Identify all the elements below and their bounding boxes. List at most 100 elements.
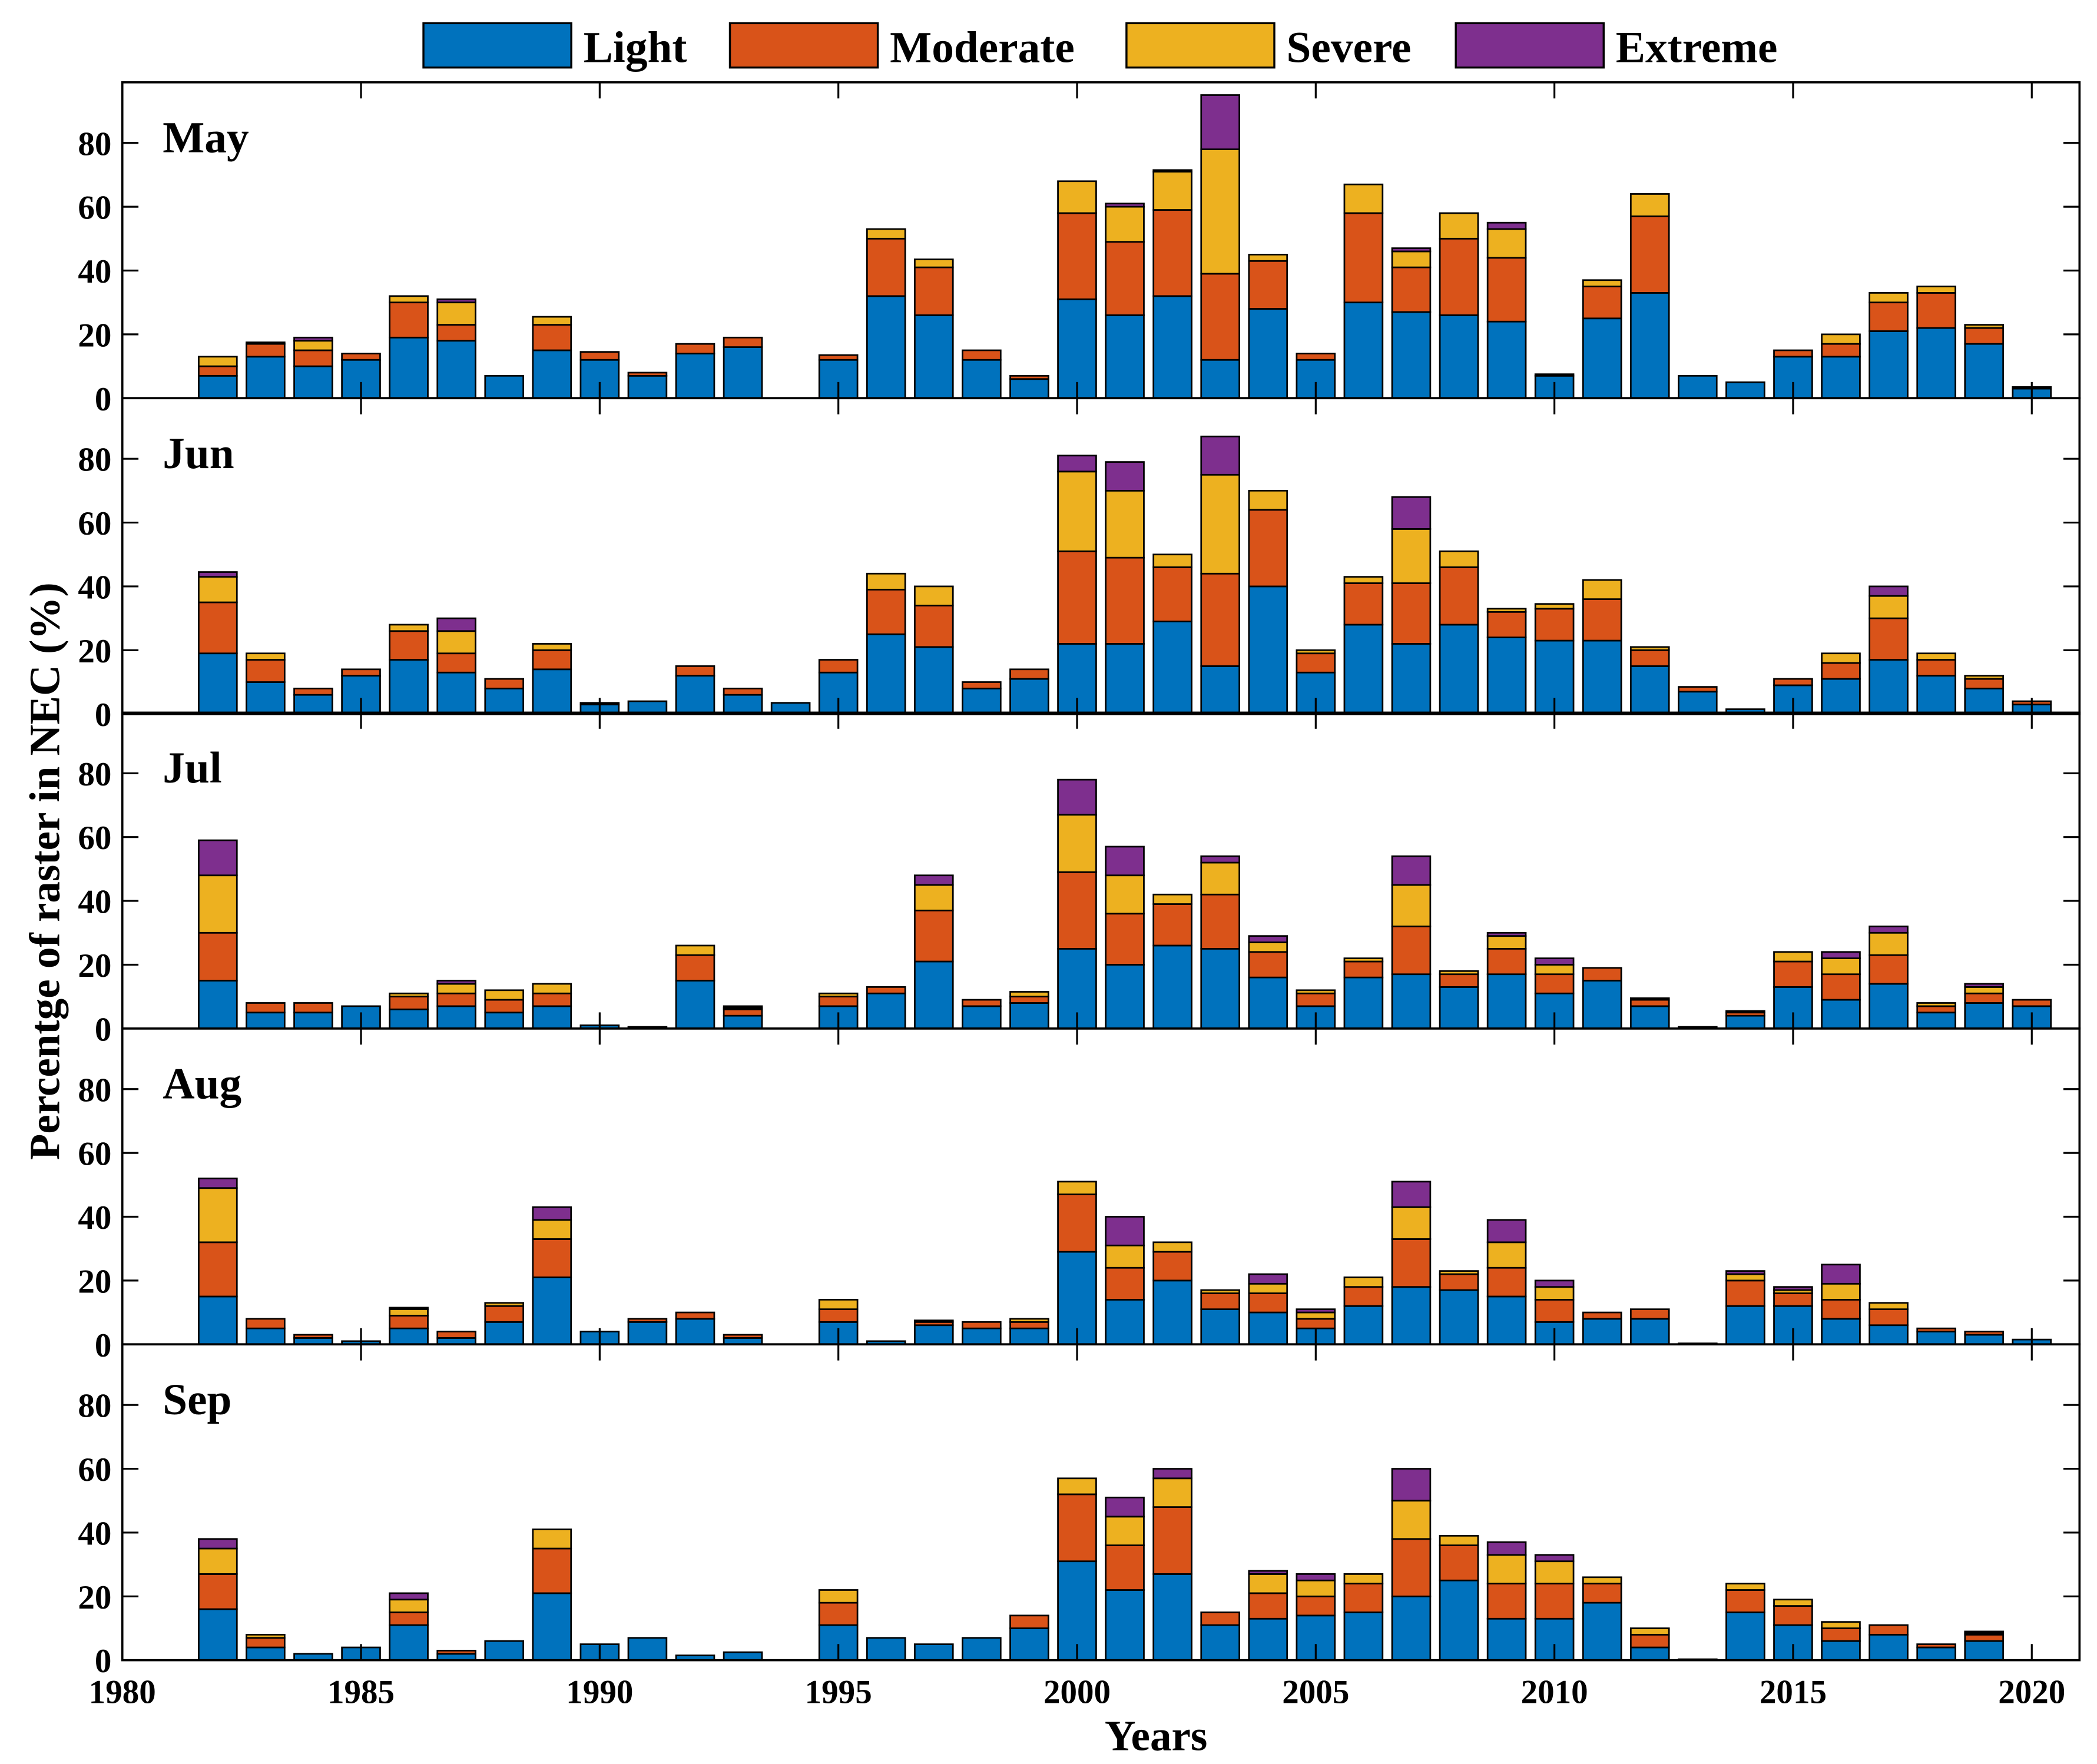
bar-jul-2004-extreme	[1248, 935, 1288, 943]
legend-swatch-severe	[1125, 22, 1276, 69]
bar-may-2002-light	[1152, 295, 1192, 399]
bar-jul-2007-light	[1391, 973, 1432, 1030]
bar-jul-2009-moderate	[1486, 947, 1527, 976]
bar-may-1989-light	[532, 349, 572, 399]
bar-jun-2016-severe	[1821, 652, 1861, 664]
bar-jun-1986-moderate	[389, 630, 429, 661]
bar-may-1995-moderate	[818, 354, 859, 361]
bar-may-1999-light	[1009, 378, 1049, 399]
bar-jul-1987-light	[436, 1005, 476, 1030]
bar-jul-2007-extreme	[1391, 855, 1432, 886]
bar-may-1999-moderate	[1009, 374, 1049, 380]
panel-sep: 0 20 40 60 80 1980 1985 1990 1995 2000 2005 2010 201…	[78, 1343, 2081, 1711]
bar-jun-1982-moderate	[198, 601, 238, 655]
bar-aug-1989-extreme	[532, 1206, 572, 1221]
bar-aug-2001-light	[1105, 1299, 1145, 1345]
bar-sep-2005-light	[1296, 1614, 1336, 1662]
bar-jun-2017-severe	[1869, 595, 1909, 619]
bar-jun-2016-moderate	[1821, 662, 1861, 680]
bar-sep-2007-severe	[1391, 1500, 1432, 1540]
bar-may-2009-extreme	[1486, 221, 1527, 230]
bar-jul-2019-moderate	[1964, 992, 2004, 1004]
bar-sep-1982-light	[198, 1608, 238, 1662]
bar-jun-1996-moderate	[866, 588, 906, 635]
bar-sep-2001-light	[1105, 1589, 1145, 1662]
axes-box	[121, 1343, 2081, 1662]
bar-sep-2010-extreme	[1534, 1554, 1575, 1563]
bar-aug-1991-moderate	[627, 1318, 668, 1323]
bar-jun-1986-light	[389, 659, 429, 715]
bar-jun-2009-light	[1486, 636, 1527, 715]
bar-aug-2014-moderate	[1725, 1279, 1765, 1307]
bar-sep-2002-severe	[1152, 1477, 1192, 1508]
y-axis-label: Percentge of raster in NEC (%)	[21, 582, 68, 1160]
bar-jul-1995-severe	[818, 992, 859, 997]
bar-aug-2004-extreme	[1248, 1273, 1288, 1285]
bar-may-2001-extreme	[1105, 203, 1145, 208]
bar-may-2008-severe	[1439, 212, 1479, 240]
bar-jun-1992-light	[675, 675, 715, 715]
panel-may: 0 20 40 60 80 May	[78, 81, 2081, 418]
bar-jun-2019-moderate	[1964, 678, 2004, 689]
panel-jun: 0 20 40 60 80 Jun	[78, 397, 2081, 734]
bar-aug-2003-severe	[1200, 1289, 1240, 1294]
bar-jun-2008-moderate	[1439, 566, 1479, 626]
bar-jun-2015-moderate	[1773, 678, 1813, 687]
bar-may-1985-moderate	[341, 353, 381, 361]
legend-label-moderate: Moderate	[890, 24, 1075, 72]
bar-sep-1995-severe	[818, 1589, 859, 1604]
bar-jul-2017-extreme	[1869, 926, 1909, 934]
bar-sep-2019-extreme	[1964, 1630, 2004, 1634]
legend-label-severe: Severe	[1287, 24, 1412, 72]
bar-sep-2012-moderate	[1629, 1633, 1670, 1649]
bar-aug-1983-light	[246, 1327, 286, 1345]
legend-label-extreme: Extreme	[1616, 24, 1778, 72]
bar-aug-1982-moderate	[198, 1241, 238, 1298]
bar-jul-2005-severe	[1296, 989, 1336, 994]
bar-jul-1997-moderate	[914, 909, 954, 963]
bar-jul-2010-severe	[1534, 964, 1575, 976]
bar-aug-1983-moderate	[246, 1318, 286, 1329]
bar-jun-1983-moderate	[246, 659, 286, 683]
bar-aug-2000-moderate	[1057, 1193, 1097, 1253]
bar-jul-2016-severe	[1821, 957, 1861, 976]
bar-sep-1986-severe	[389, 1599, 429, 1613]
bar-jun-1986-severe	[389, 624, 429, 632]
bar-jun-2001-extreme	[1105, 461, 1145, 492]
bar-aug-1987-moderate	[436, 1331, 476, 1339]
bar-jun-2000-moderate	[1057, 550, 1097, 645]
panels: 0 20 40 60 80 May 0 20 40 60 80 Jun 0 20 40 60 80 Jul 0 20 4…	[78, 81, 2081, 1711]
bar-jul-1987-moderate	[436, 992, 476, 1007]
y-tick-label: 0	[95, 1643, 112, 1680]
bar-jul-2010-extreme	[1534, 957, 1575, 966]
bar-aug-2003-moderate	[1200, 1292, 1240, 1311]
x-tick-label: 2015	[1760, 1674, 1827, 1711]
bar-may-2001-severe	[1105, 205, 1145, 243]
panel-month-label: May	[163, 113, 249, 162]
bar-may-2012-severe	[1629, 193, 1670, 217]
bar-aug-2003-light	[1200, 1308, 1240, 1345]
bar-may-2014-light	[1725, 381, 1765, 399]
bar-jun-1982-extreme	[198, 571, 238, 578]
bar-jun-2011-moderate	[1582, 598, 1622, 642]
bar-jul-1982-moderate	[198, 931, 238, 982]
bar-sep-2016-light	[1821, 1640, 1861, 1662]
bar-may-2006-severe	[1343, 183, 1384, 214]
bar-may-2017-severe	[1869, 292, 1909, 304]
bar-jun-2017-moderate	[1869, 617, 1909, 661]
bar-jul-2004-light	[1248, 976, 1288, 1030]
y-tick-label: 40	[78, 253, 111, 290]
bar-may-2008-moderate	[1439, 237, 1479, 316]
bar-aug-2014-severe	[1725, 1273, 1765, 1282]
bar-jul-2009-light	[1486, 973, 1527, 1030]
bar-may-1996-light	[866, 295, 906, 399]
bar-jul-1989-severe	[532, 983, 572, 994]
bar-jul-1995-moderate	[818, 996, 859, 1007]
bar-aug-2014-light	[1725, 1305, 1765, 1345]
bar-sep-2011-light	[1582, 1601, 1622, 1662]
bar-aug-2001-severe	[1105, 1244, 1145, 1269]
bar-may-1983-moderate	[246, 343, 286, 358]
bar-jul-2002-moderate	[1152, 903, 1192, 947]
bar-may-1992-moderate	[675, 343, 715, 354]
x-axis-label: Years	[1105, 1712, 1207, 1760]
